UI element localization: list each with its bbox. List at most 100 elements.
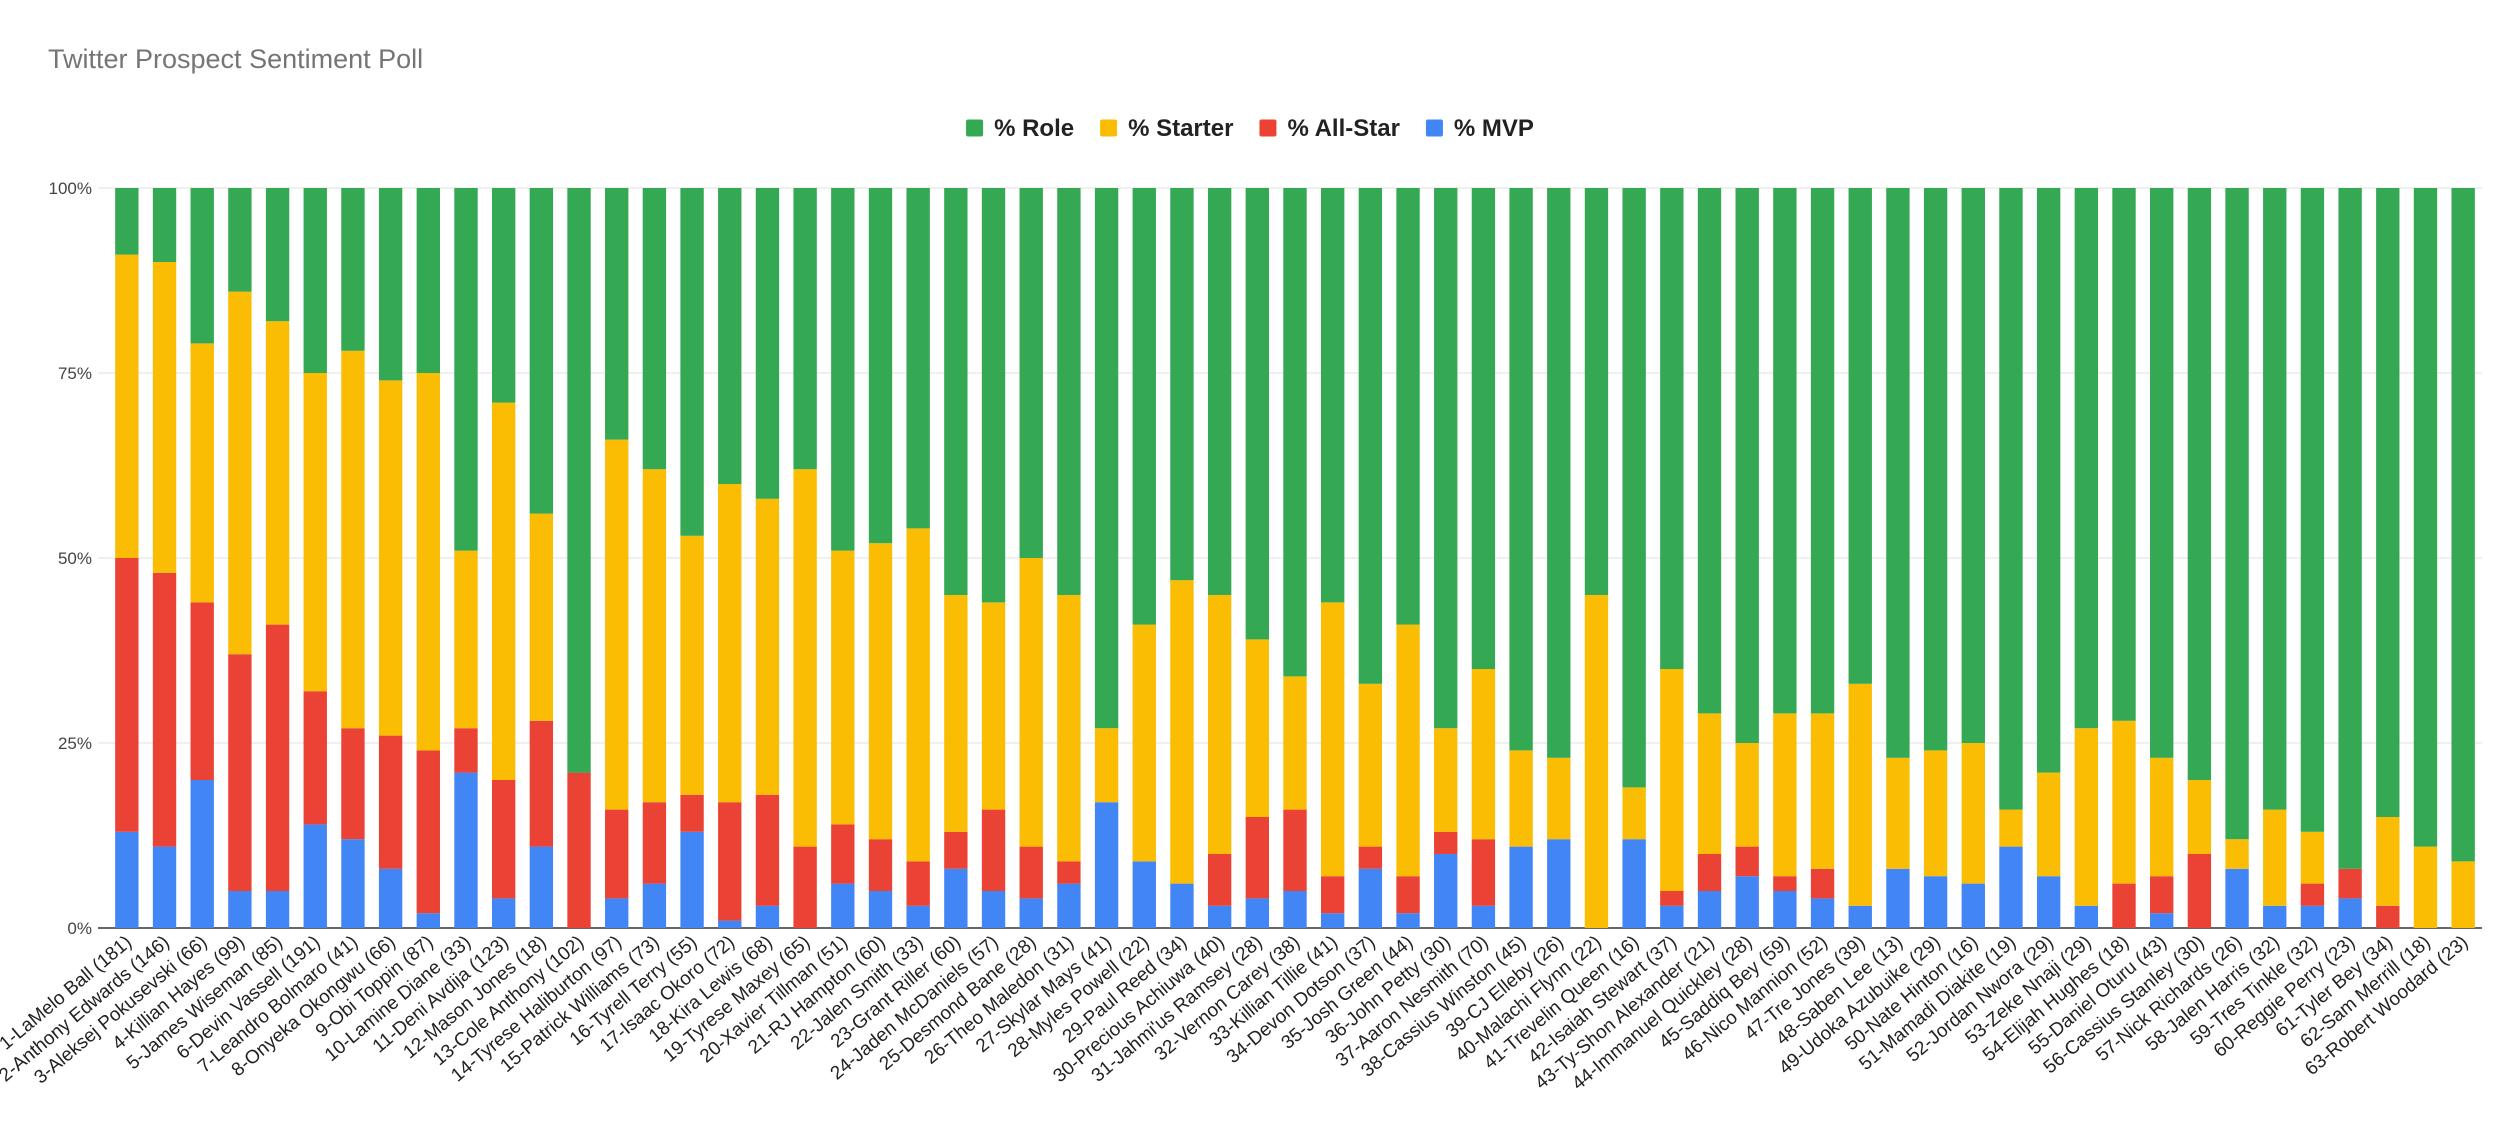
bar-segment-starter[interactable] — [2074, 728, 2099, 906]
bar-segment-starter[interactable] — [2300, 831, 2325, 884]
bar-segment-role[interactable] — [1848, 188, 1872, 684]
legend-item[interactable]: % Role — [966, 115, 1074, 142]
bar-segment-role[interactable] — [1773, 188, 1797, 714]
bar-segment-role[interactable] — [416, 188, 440, 373]
bar-segment-role[interactable] — [1999, 188, 2023, 810]
bar-segment-starter[interactable] — [228, 291, 252, 655]
bar-segment-role[interactable] — [1697, 188, 1722, 714]
bar-stack[interactable] — [1547, 188, 1571, 928]
bar-segment-mvp[interactable] — [303, 824, 327, 928]
bar-segment-mvp[interactable] — [228, 891, 252, 928]
bar-segment-all-star[interactable] — [1283, 809, 1307, 891]
legend-item[interactable]: % Starter — [1100, 115, 1233, 142]
bar-segment-mvp[interactable] — [981, 891, 1006, 928]
bar-segment-mvp[interactable] — [1434, 854, 1458, 928]
bar-stack[interactable] — [416, 188, 440, 928]
bar-segment-starter[interactable] — [378, 380, 403, 736]
bar-segment-starter[interactable] — [303, 373, 327, 692]
bar-stack[interactable] — [605, 188, 629, 928]
bar-stack[interactable] — [1471, 188, 1496, 928]
bar-segment-mvp[interactable] — [1094, 802, 1119, 928]
bar-stack[interactable] — [2150, 188, 2174, 928]
bar-segment-mvp[interactable] — [1999, 846, 2023, 928]
bar-segment-starter[interactable] — [341, 350, 365, 729]
bar-stack[interactable] — [1923, 188, 1948, 928]
bar-segment-role[interactable] — [1923, 188, 1948, 751]
bar-segment-all-star[interactable] — [190, 602, 214, 780]
bar-stack[interactable] — [115, 188, 139, 928]
bar-segment-starter[interactable] — [2187, 780, 2212, 854]
bar-stack[interactable] — [642, 188, 667, 928]
bar-segment-role[interactable] — [1584, 188, 1609, 595]
bar-segment-role[interactable] — [605, 188, 629, 440]
bar-segment-starter[interactable] — [1245, 639, 1269, 817]
bar-segment-role[interactable] — [1094, 188, 1119, 729]
bar-segment-mvp[interactable] — [2036, 876, 2061, 928]
bar-segment-mvp[interactable] — [1509, 846, 1533, 928]
bar-segment-starter[interactable] — [1773, 713, 1797, 877]
bar-segment-role[interactable] — [2036, 188, 2061, 773]
bar-segment-role[interactable] — [2451, 188, 2475, 862]
bar-segment-role[interactable] — [1132, 188, 1156, 625]
bar-segment-all-star[interactable] — [115, 558, 139, 832]
bar-stack[interactable] — [2263, 188, 2287, 928]
bar-segment-all-star[interactable] — [416, 750, 440, 914]
bar-segment-all-star[interactable] — [491, 780, 516, 899]
bar-segment-starter[interactable] — [1697, 713, 1722, 854]
bar-segment-role[interactable] — [1321, 188, 1345, 603]
bar-segment-role[interactable] — [228, 188, 252, 292]
bar-segment-starter[interactable] — [1584, 595, 1609, 928]
bar-segment-all-star[interactable] — [529, 720, 554, 847]
bar-segment-all-star[interactable] — [981, 809, 1006, 891]
bar-segment-starter[interactable] — [718, 484, 742, 803]
bar-stack[interactable] — [1434, 188, 1458, 928]
bar-segment-all-star[interactable] — [152, 572, 177, 847]
bar-segment-all-star[interactable] — [605, 809, 629, 899]
bar-segment-all-star[interactable] — [1057, 861, 1081, 884]
bar-segment-starter[interactable] — [793, 469, 817, 847]
bar-stack[interactable] — [1999, 188, 2023, 928]
bar-segment-mvp[interactable] — [1660, 905, 1684, 928]
bar-segment-starter[interactable] — [642, 469, 667, 803]
bar-stack[interactable] — [718, 188, 742, 928]
bar-segment-role[interactable] — [2413, 188, 2438, 847]
bar-segment-role[interactable] — [115, 188, 139, 255]
bar-segment-all-star[interactable] — [1697, 854, 1722, 891]
bar-segment-mvp[interactable] — [454, 772, 478, 928]
bar-stack[interactable] — [341, 188, 365, 928]
bar-segment-role[interactable] — [2112, 188, 2136, 721]
bar-stack[interactable] — [1396, 188, 1420, 928]
bar-stack[interactable] — [1584, 188, 1609, 928]
bar-segment-starter[interactable] — [981, 602, 1006, 810]
bar-segment-starter[interactable] — [2451, 861, 2475, 928]
bar-segment-role[interactable] — [2074, 188, 2099, 729]
bar-segment-all-star[interactable] — [1434, 831, 1458, 854]
bar-segment-starter[interactable] — [1471, 669, 1496, 840]
bar-segment-role[interactable] — [1245, 188, 1269, 640]
bar-stack[interactable] — [491, 188, 516, 928]
bar-segment-role[interactable] — [868, 188, 893, 544]
bar-segment-starter[interactable] — [416, 373, 440, 751]
bar-segment-mvp[interactable] — [2074, 905, 2099, 928]
bar-stack[interactable] — [1019, 188, 1043, 928]
bar-stack[interactable] — [1697, 188, 1722, 928]
bar-stack[interactable] — [1321, 188, 1345, 928]
bar-segment-role[interactable] — [1057, 188, 1081, 595]
bar-segment-role[interactable] — [944, 188, 968, 595]
bar-segment-all-star[interactable] — [1735, 846, 1759, 877]
bar-stack[interactable] — [680, 188, 704, 928]
bar-segment-mvp[interactable] — [1358, 868, 1383, 928]
bar-stack[interactable] — [831, 188, 855, 928]
bar-stack[interactable] — [1094, 188, 1119, 928]
bar-segment-mvp[interactable] — [680, 831, 704, 928]
bar-segment-mvp[interactable] — [115, 831, 139, 928]
bar-stack[interactable] — [1961, 188, 1985, 928]
bar-segment-role[interactable] — [642, 188, 667, 470]
bar-segment-all-star[interactable] — [793, 846, 817, 928]
bar-segment-all-star[interactable] — [642, 802, 667, 884]
bar-segment-starter[interactable] — [529, 513, 554, 721]
legend-item[interactable]: % All-Star — [1259, 115, 1400, 142]
bar-stack[interactable] — [2112, 188, 2136, 928]
bar-stack[interactable] — [2451, 188, 2475, 928]
bar-segment-mvp[interactable] — [944, 868, 968, 928]
